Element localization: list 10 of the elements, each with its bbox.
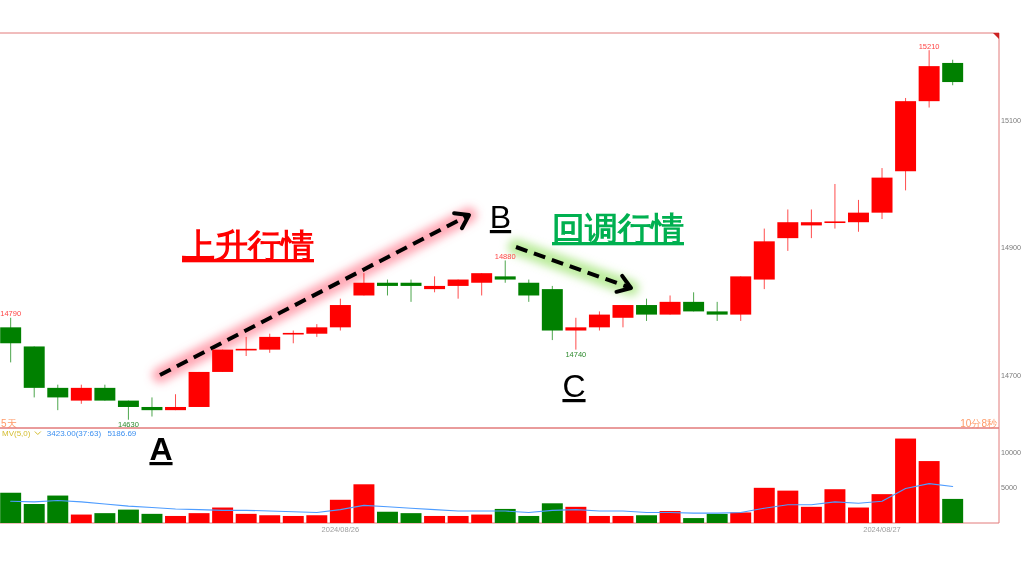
annotation: A bbox=[149, 431, 173, 467]
annotation: 3423.00(37:63) bbox=[46, 429, 102, 438]
annotation: MV(5,0) bbox=[2, 429, 31, 438]
annotation: 5天 bbox=[1, 418, 17, 429]
annotation: 10分8秒 bbox=[960, 418, 997, 429]
annotation: C bbox=[562, 368, 586, 404]
annotation: 5186.69 bbox=[107, 429, 137, 438]
annotation: 回调行情 bbox=[552, 210, 684, 247]
annotation: 上升行情 bbox=[182, 227, 314, 264]
annotation: B bbox=[489, 199, 512, 235]
